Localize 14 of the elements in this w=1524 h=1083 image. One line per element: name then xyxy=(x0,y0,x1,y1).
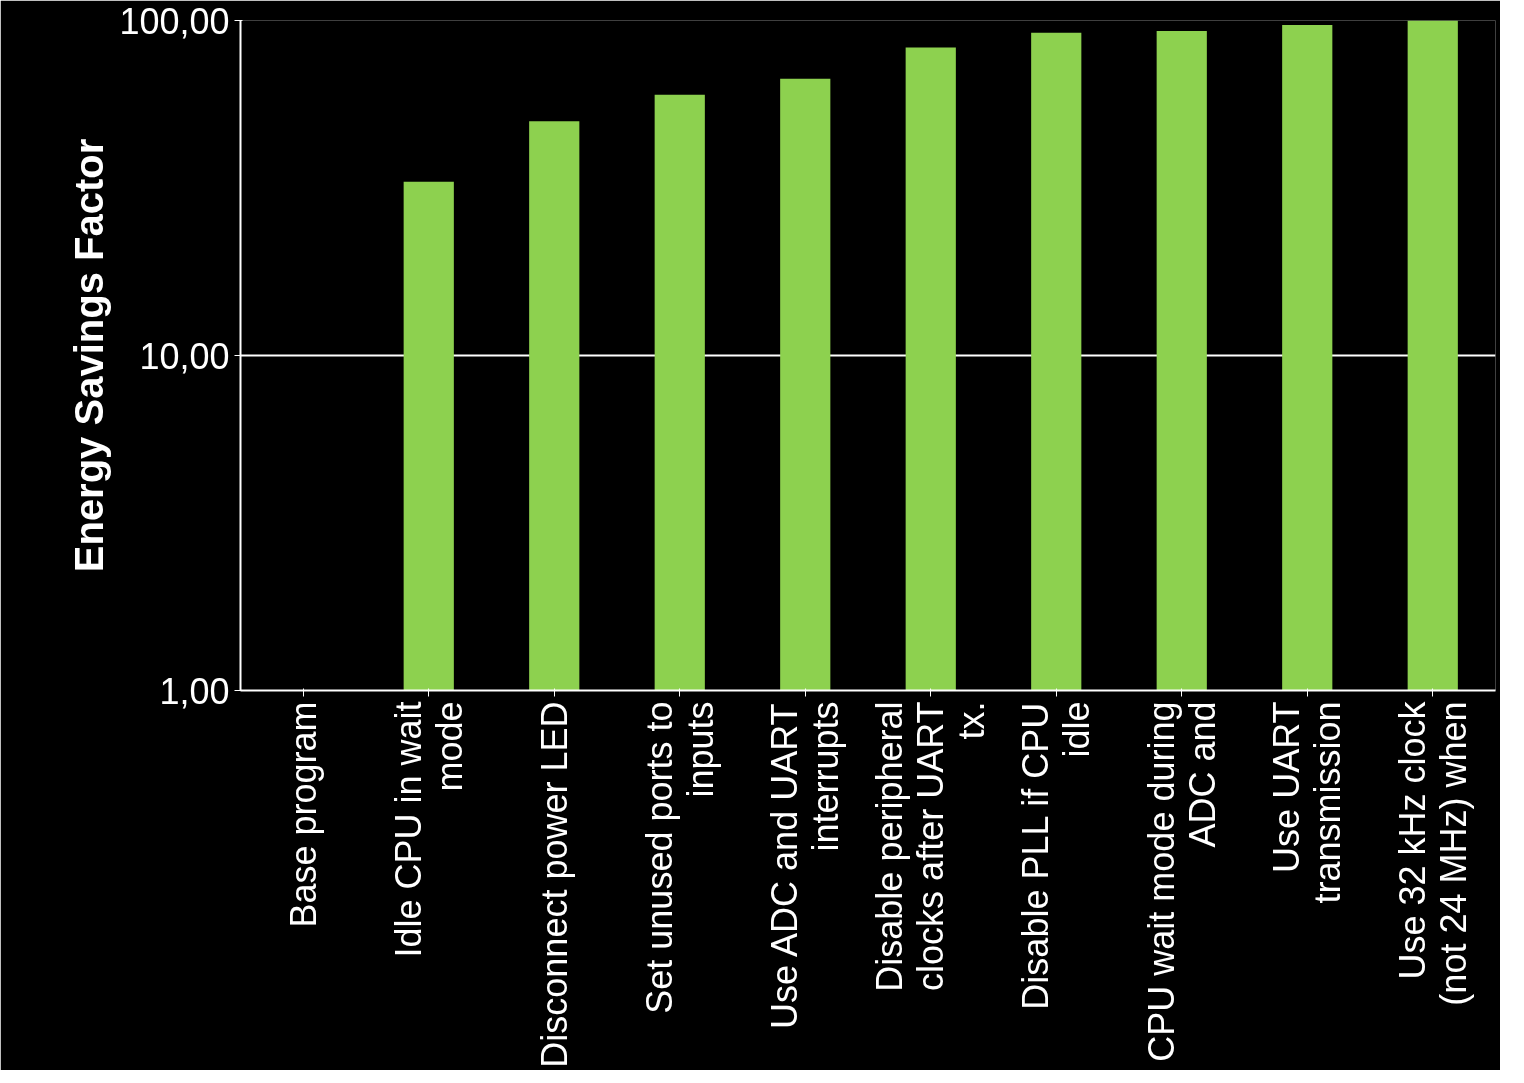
x-tick-label: Use 32 kHz clock (not 24 MHz) when xyxy=(1391,700,1474,1006)
x-tick-label: CPU wait mode during ADC and xyxy=(1140,701,1223,1062)
y-tick-label: 10,00 xyxy=(139,335,230,377)
y-tick-label: 100,00 xyxy=(119,0,230,42)
y-tick-label: 1,00 xyxy=(159,670,230,712)
x-tick-label: Use UART transmission xyxy=(1266,701,1349,904)
x-tick-label: Use ADC and UART interrupts xyxy=(764,701,847,1029)
x-tick-label: Disable PLL if CPU idle xyxy=(1015,701,1098,1010)
y-axis-title: Energy Savings Factor xyxy=(67,138,112,573)
x-tick-label: Set unused ports to inputs xyxy=(638,701,721,1014)
x-tick-label: Disable peripheral clocks after UART tx. xyxy=(869,701,993,992)
x-tick-label: Idle CPU in wait mode xyxy=(387,701,470,958)
x-tick-label: Disconnect power LED xyxy=(533,701,575,1068)
x-tick-label: Base program xyxy=(282,701,324,928)
